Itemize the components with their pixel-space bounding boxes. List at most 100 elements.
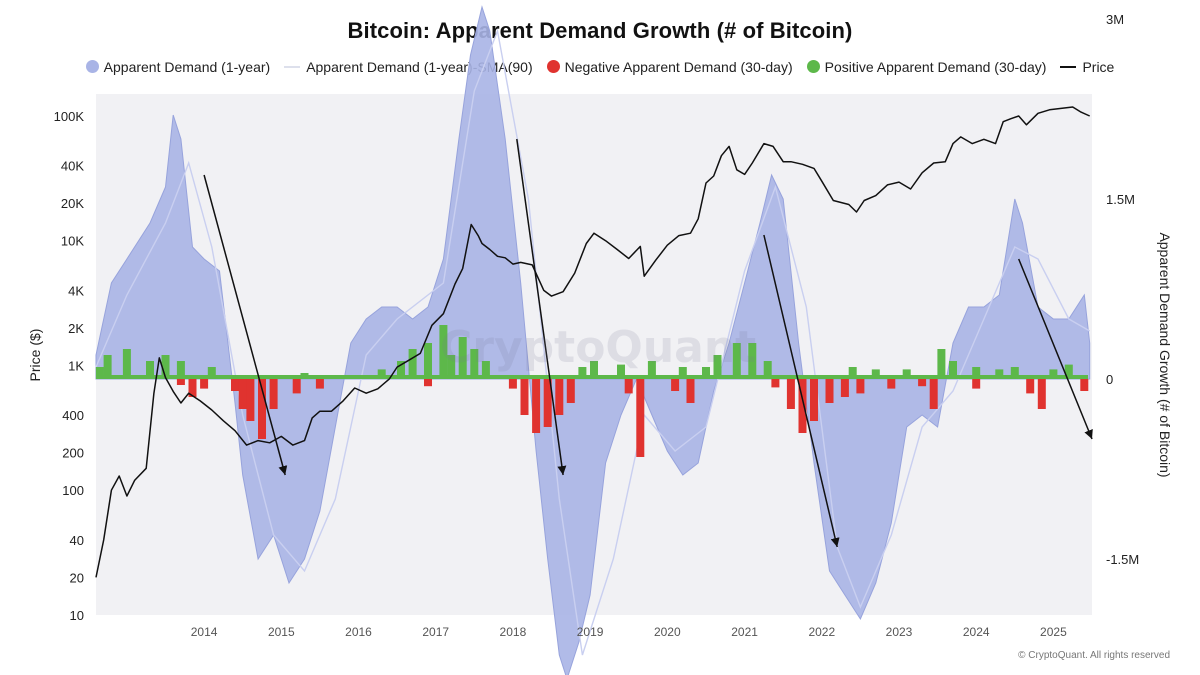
- positive-30d-bar: [713, 355, 722, 379]
- negative-30d-bar: [176, 379, 185, 385]
- negative-30d-bar: [424, 379, 432, 387]
- negative-30d-bar: [929, 379, 938, 409]
- legend-swatch-line-icon: [284, 66, 301, 69]
- copyright-notice: © CryptoQuant. All rights reserved: [1018, 650, 1170, 661]
- positive-30d-bar: [848, 367, 857, 379]
- negative-30d-bar: [292, 379, 301, 394]
- legend-label: Positive Apparent Demand (30-day): [824, 59, 1047, 76]
- negative-30d-bar: [532, 379, 541, 433]
- negative-30d-bar: [771, 379, 780, 388]
- negative-30d-bar: [918, 379, 927, 387]
- positive-30d-bar: [902, 369, 911, 379]
- negative-30d-bar: [624, 379, 633, 394]
- positive-30d-bar: [207, 367, 216, 379]
- positive-30d-bar: [408, 349, 417, 379]
- positive-30d-bar: [647, 361, 656, 379]
- negative-30d-bar: [200, 379, 209, 389]
- positive-30d-bar: [678, 367, 687, 379]
- x-axis-tick: 2014: [191, 625, 218, 639]
- positive-30d-bar: [447, 355, 456, 379]
- negative-30d-bar: [887, 379, 896, 389]
- trend-arrow: [1018, 258, 1093, 440]
- right-axis-tick: 0: [1106, 372, 1113, 387]
- positive-30d-bar: [470, 349, 479, 379]
- positive-30d-bar: [763, 361, 772, 379]
- x-axis-tick: 2024: [963, 625, 990, 639]
- positive-30d-bar: [176, 361, 185, 379]
- negative-30d-bar: [840, 379, 849, 397]
- positive-30d-bar: [95, 367, 104, 379]
- x-axis-tick: 2023: [886, 625, 913, 639]
- left-axis-tick: 10K: [61, 234, 84, 249]
- positive-30d-bar: [732, 343, 741, 379]
- positive-30d-bar: [146, 361, 154, 379]
- negative-30d-bar: [972, 379, 981, 389]
- legend-item: Price: [1060, 59, 1114, 75]
- positive-30d-bar: [748, 343, 757, 379]
- left-axis-tick: 100K: [54, 109, 85, 124]
- negative-30d-bar: [671, 379, 680, 391]
- right-axis-tick: -1.5M: [1106, 552, 1139, 567]
- x-axis-tick: 2016: [345, 625, 372, 639]
- x-axis-tick: 2022: [808, 625, 835, 639]
- x-axis-tick: 2021: [731, 625, 758, 639]
- left-axis-tick: 200: [62, 446, 84, 461]
- legend-label: Negative Apparent Demand (30-day): [564, 59, 793, 76]
- positive-30d-bar: [397, 361, 405, 379]
- trend-arrow: [203, 174, 288, 476]
- demand-1y-area: [95, 5, 1091, 675]
- negative-30d-bar: [555, 379, 564, 415]
- positive-30d-bar: [972, 367, 981, 379]
- positive-30d-bar: [377, 369, 386, 379]
- negative-30d-bar: [258, 379, 266, 439]
- left-axis-tick: 10: [70, 608, 84, 623]
- left-axis-tick: 400: [62, 408, 84, 423]
- positive-30d-bar: [937, 349, 946, 379]
- positive-30d-bar: [481, 361, 490, 379]
- negative-30d-bar: [238, 379, 247, 409]
- negative-30d-bar: [1080, 379, 1089, 391]
- x-axis-tick: 2015: [268, 625, 295, 639]
- x-axis-tick: 2017: [422, 625, 449, 639]
- legend-item: Apparent Demand (1-year): [85, 59, 271, 76]
- negative-30d-bar: [686, 379, 695, 403]
- negative-30d-bar: [786, 379, 795, 409]
- positive-30d-bar: [1049, 369, 1058, 379]
- price-line: [95, 106, 1091, 578]
- positive-30d-bar: [590, 361, 598, 379]
- negative-30d-bar: [246, 379, 255, 421]
- left-axis-tick: 20: [70, 570, 84, 585]
- negative-30d-bar: [798, 379, 807, 433]
- right-axis-tick: 1.5M: [1106, 192, 1135, 207]
- left-axis-tick: 40K: [61, 159, 84, 174]
- legend-label: Price: [1082, 59, 1115, 76]
- negative-30d-bar: [856, 379, 865, 394]
- legend-item: Positive Apparent Demand (30-day): [806, 59, 1047, 76]
- negative-30d-bar: [188, 379, 197, 397]
- legend: Apparent Demand (1-year) Apparent Demand …: [0, 58, 1200, 75]
- positive-30d-bar: [122, 349, 131, 379]
- x-axis-tick: 2019: [577, 625, 604, 639]
- negative-30d-bar: [825, 379, 834, 403]
- positive-30d-bar: [617, 364, 625, 379]
- negative-30d-bar: [269, 379, 278, 409]
- x-axis-tick: 2020: [654, 625, 681, 639]
- positive-30d-bar: [439, 325, 448, 379]
- positive-30d-bar: [578, 367, 587, 379]
- legend-swatch-dot-icon: [85, 60, 99, 74]
- legend-label: Apparent Demand (1-year): [103, 59, 271, 76]
- negative-30d-bar: [1037, 379, 1046, 409]
- left-axis-tick: 4K: [68, 283, 84, 298]
- x-axis-tick: 2018: [500, 625, 527, 639]
- positive-30d-bar: [161, 355, 170, 379]
- negative-30d-bar: [543, 379, 552, 427]
- negative-30d-bar: [1026, 379, 1035, 394]
- negative-30d-bar: [520, 379, 529, 415]
- trend-arrow: [516, 138, 567, 476]
- right-axis-tick: 3M: [1106, 12, 1124, 27]
- trend-arrow: [763, 234, 840, 548]
- positive-30d-baseline: [102, 375, 1088, 379]
- positive-30d-bar: [1010, 367, 1019, 379]
- negative-30d-bar: [636, 379, 645, 457]
